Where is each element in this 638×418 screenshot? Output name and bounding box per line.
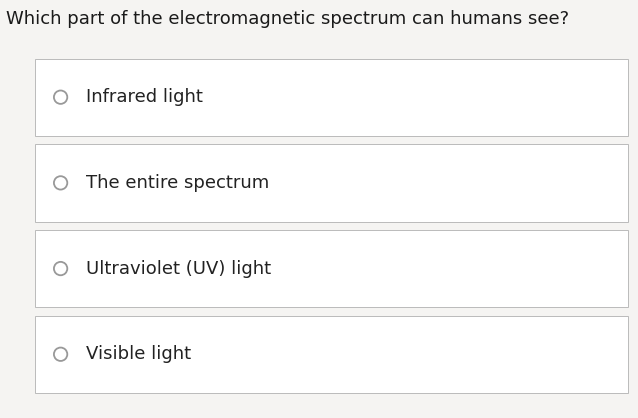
FancyBboxPatch shape — [35, 230, 628, 307]
FancyBboxPatch shape — [35, 59, 628, 136]
Text: Ultraviolet (UV) light: Ultraviolet (UV) light — [86, 260, 271, 278]
Text: Visible light: Visible light — [86, 345, 191, 363]
Ellipse shape — [54, 90, 67, 104]
FancyBboxPatch shape — [35, 144, 628, 222]
Text: Infrared light: Infrared light — [86, 88, 203, 106]
Ellipse shape — [54, 262, 67, 275]
FancyBboxPatch shape — [35, 316, 628, 393]
Ellipse shape — [54, 348, 67, 361]
Text: The entire spectrum: The entire spectrum — [86, 174, 269, 192]
Text: Which part of the electromagnetic spectrum can humans see?: Which part of the electromagnetic spectr… — [6, 10, 570, 28]
Ellipse shape — [54, 176, 67, 190]
